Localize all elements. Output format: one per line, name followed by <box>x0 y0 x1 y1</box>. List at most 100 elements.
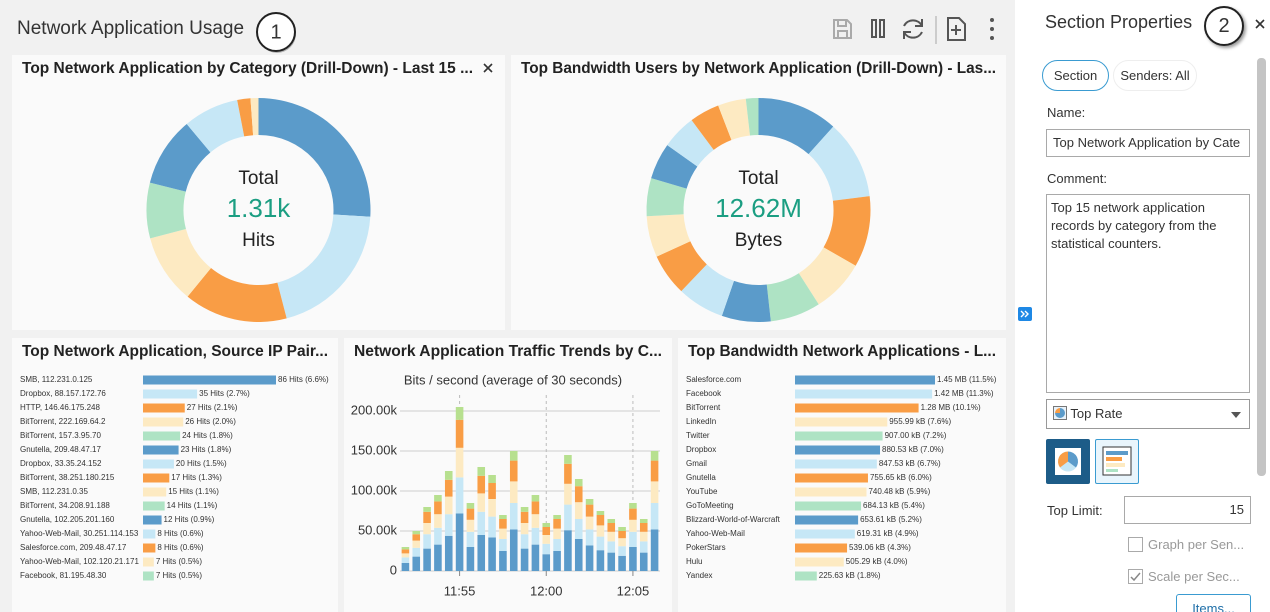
bar-segment <box>574 486 583 503</box>
close-panel-button[interactable] <box>483 63 493 73</box>
select-arrow <box>1231 412 1241 418</box>
value-label: 26 Hits (2.0%) <box>185 417 236 426</box>
bar-segment <box>564 504 572 531</box>
bar-segment <box>542 527 551 535</box>
checkbox[interactable] <box>1128 569 1143 584</box>
panel: Top Network Application by Category (Dri… <box>12 55 505 330</box>
bar-segment <box>509 460 518 482</box>
bar-segment <box>499 515 507 519</box>
checkbox-label: Graph per Sen... <box>1148 537 1245 552</box>
pie-chart-button[interactable] <box>1046 439 1090 484</box>
bar-chart-button[interactable] <box>1095 439 1139 484</box>
value-label: 12 Hits (0.9%) <box>164 515 215 524</box>
bar-segment <box>434 501 442 515</box>
bar-segment <box>542 554 551 571</box>
donut-segment <box>186 100 245 153</box>
bar-segment <box>629 503 637 509</box>
bar-segment <box>531 501 540 515</box>
refresh-button[interactable] <box>903 19 923 39</box>
bar-segment <box>488 516 496 538</box>
close-properties-button[interactable] <box>1254 18 1266 30</box>
name-input[interactable]: Top Network Application by Cate <box>1046 129 1250 157</box>
bar-segment <box>542 523 551 527</box>
bar-segment <box>455 419 464 448</box>
bar <box>143 487 167 497</box>
bar <box>143 389 198 399</box>
bar-segment <box>412 547 421 557</box>
more-button[interactable] <box>990 18 994 40</box>
bar-label: Salesforce.com, 209.48.47.17 <box>20 543 127 552</box>
bar-segment <box>531 495 540 502</box>
rate-select[interactable]: Top Rate <box>1046 399 1250 429</box>
value-label: 7 Hits (0.5%) <box>156 571 203 580</box>
donut-center-label: Total <box>738 168 778 189</box>
bar-segment <box>466 508 475 520</box>
bar-segment <box>401 557 410 563</box>
bar-segment <box>488 483 496 499</box>
pause-button[interactable] <box>871 19 885 38</box>
tab[interactable]: Senders: All <box>1113 60 1197 91</box>
x-tick-label: 11:55 <box>444 583 476 598</box>
bar <box>795 375 935 385</box>
bar-segment <box>531 514 540 528</box>
toolbar <box>833 16 994 44</box>
bar <box>795 445 881 455</box>
items-button[interactable]: Items... <box>1176 594 1251 612</box>
bar-segment <box>401 549 410 554</box>
bar-segment <box>564 530 572 571</box>
y-tick-label: 200.00k <box>351 402 398 417</box>
panel: Top Bandwidth Network Applications - L..… <box>678 338 1006 612</box>
value-label: 653.61 kB (5.2%) <box>860 515 922 524</box>
bar <box>795 417 888 427</box>
value-label: 23 Hits (1.8%) <box>181 445 232 454</box>
value-label: 225.63 kB (1.8%) <box>819 571 881 580</box>
badge: 2 <box>1204 6 1244 46</box>
bar-label: Gnutella, 102.205.201.160 <box>20 515 115 524</box>
value-label: 8 Hits (0.6%) <box>157 543 204 552</box>
panel-title: Top Bandwidth Users by Network Applicati… <box>521 60 996 77</box>
bar-segment <box>553 551 561 571</box>
bar-label: Gmail <box>686 459 707 468</box>
bar-segment <box>444 514 453 536</box>
bar-segment <box>596 511 605 515</box>
donut-segment <box>823 196 871 266</box>
value-label: 539.06 kB (4.3%) <box>849 543 911 552</box>
name-label: Name: <box>1047 105 1086 120</box>
donut-segment <box>237 98 254 137</box>
bar-segment <box>423 523 431 535</box>
y-tick-label: 0 <box>390 562 397 577</box>
donut-center-value: 1.31k <box>227 193 292 223</box>
value-label: 684.13 kB (5.4%) <box>863 501 925 510</box>
bar-segment <box>607 552 616 571</box>
scrollbar-thumb[interactable] <box>1257 58 1266 476</box>
top-limit-input[interactable]: 15 <box>1124 496 1251 524</box>
donut-segment <box>691 105 732 150</box>
tab[interactable]: Section <box>1042 60 1109 91</box>
donut-segment <box>150 229 211 297</box>
bar-segment <box>564 455 572 464</box>
bar-segment <box>629 508 637 520</box>
bar <box>795 431 883 441</box>
bar <box>143 473 170 483</box>
bar <box>795 473 868 483</box>
donut-segment <box>187 268 287 322</box>
bar-segment <box>520 523 529 535</box>
x-tick-label: 12:05 <box>617 583 650 598</box>
bar <box>143 557 154 567</box>
donut-center-unit: Bytes <box>735 230 783 251</box>
bar-segment <box>650 460 659 482</box>
collapse-panel-button[interactable] <box>1018 307 1032 321</box>
comment-input[interactable]: Top 15 network application records by ca… <box>1046 194 1250 393</box>
save-button[interactable] <box>833 19 852 39</box>
bar-segment <box>650 529 659 571</box>
bar-segment <box>412 540 421 548</box>
donut-segment <box>798 247 856 305</box>
value-label: 14 Hits (1.1%) <box>167 501 218 510</box>
donut-segment <box>146 182 186 239</box>
pie-icon <box>1055 448 1081 475</box>
bar-label: BitTorrent, 34.208.91.188 <box>20 501 110 510</box>
bar-segment <box>466 547 475 571</box>
checkbox[interactable] <box>1128 537 1143 552</box>
add-section-button[interactable] <box>947 17 966 41</box>
